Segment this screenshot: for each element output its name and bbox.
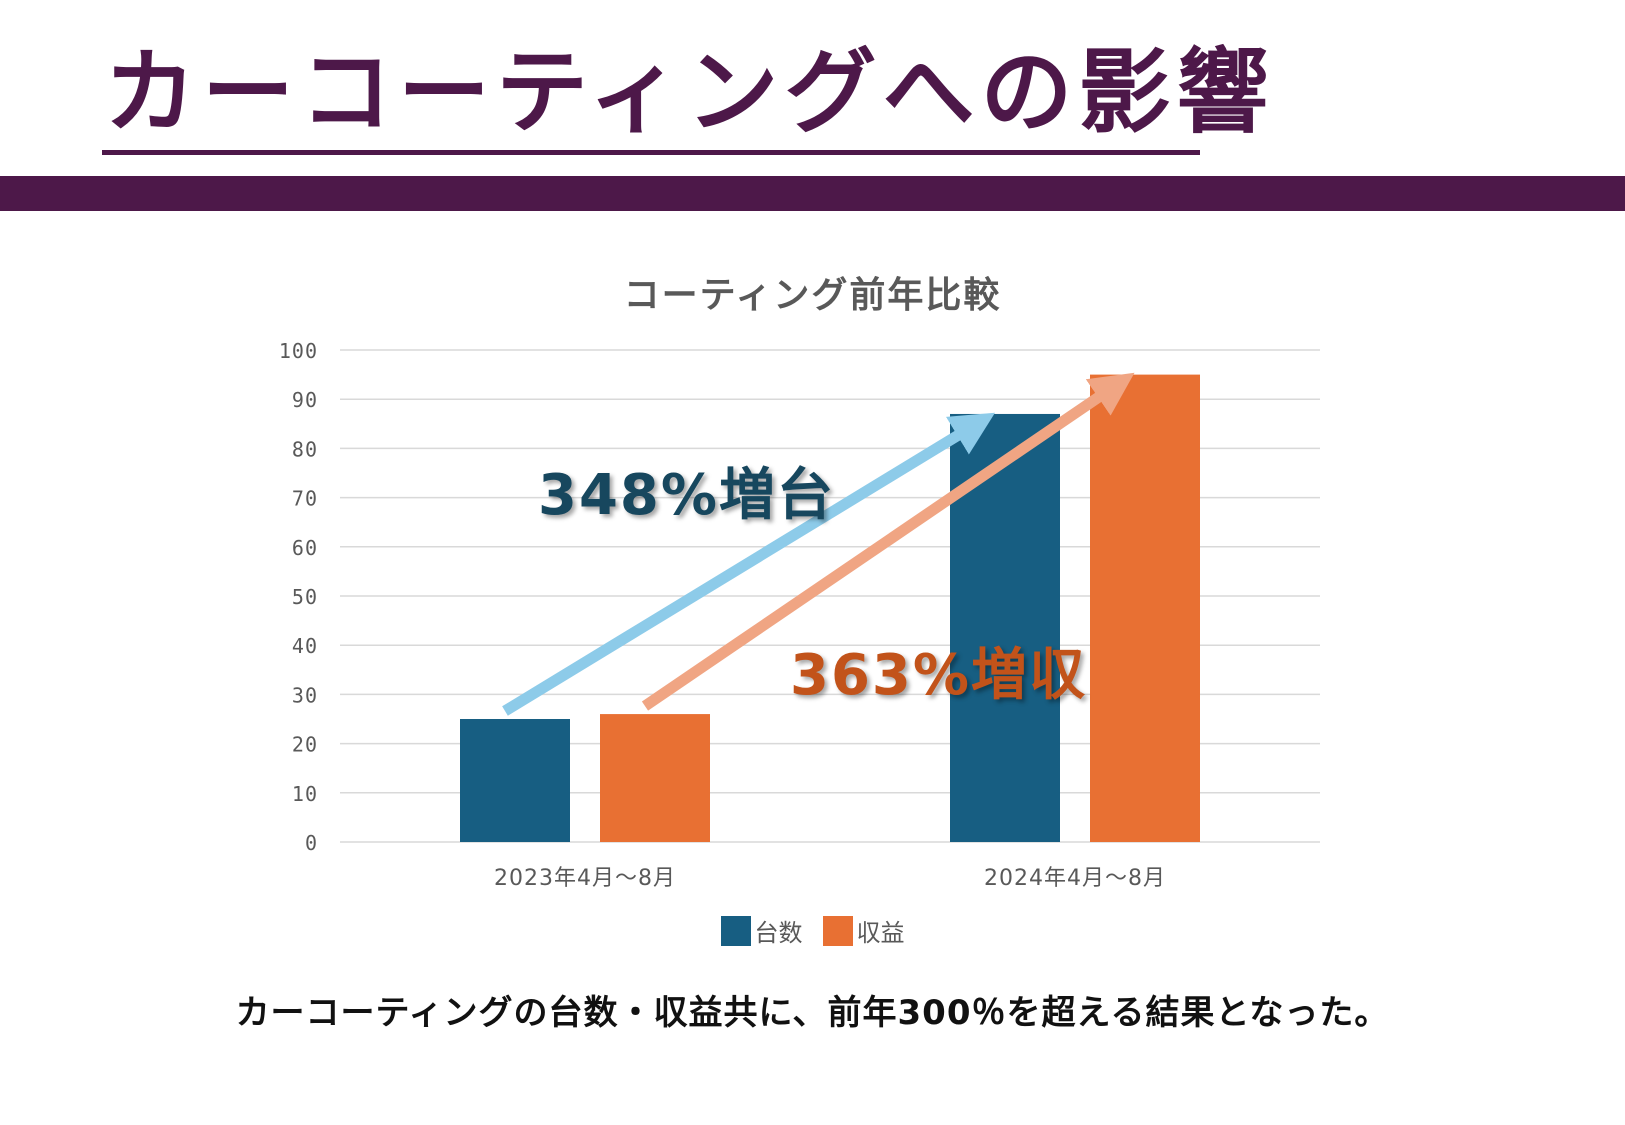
y-tick-label: 60	[292, 536, 318, 560]
bar-revenue-1	[1090, 374, 1200, 842]
bar-revenue-0	[600, 714, 710, 842]
trend-arrows	[502, 372, 1135, 716]
chart-title: コーティング前年比較	[623, 275, 1002, 316]
y-tick-label: 50	[292, 585, 318, 609]
title-bar	[0, 176, 1625, 211]
trend-arrow-revenue	[641, 372, 1135, 711]
y-axis-ticks: 0 10 20 30 40 50 60 70 80 90 100	[279, 339, 318, 855]
y-tick-label: 40	[292, 634, 318, 658]
title-underline	[102, 150, 1200, 155]
chart: 0 10 20 30 40 50 60 70 80 90 100 2023年4月～8月 2024年4月…	[0, 230, 1625, 960]
y-tick-label: 0	[305, 831, 318, 855]
y-tick-label: 90	[292, 388, 318, 412]
x-tick-label: 2023年4月～8月	[494, 866, 676, 891]
legend-swatch-units	[720, 915, 751, 946]
legend-swatch-revenue	[822, 915, 853, 946]
bars	[460, 374, 1200, 842]
legend-item-units: 台数	[720, 913, 803, 948]
y-tick-label: 10	[292, 782, 318, 806]
y-tick-label: 30	[292, 683, 318, 707]
slide-title: カーコーティングへの影響	[104, 39, 1275, 146]
summary-text: カーコーティングの台数・収益共に、前年300％を超える結果となった。	[235, 993, 1390, 1033]
chart-canvas: 0 10 20 30 40 50 60 70 80 90 100 2023年4月～8月 2024年4月…	[279, 339, 1320, 891]
y-tick-label: 70	[292, 487, 318, 511]
legend-label-units: 台数	[754, 919, 803, 947]
legend-item-revenue: 収益	[822, 913, 905, 948]
bar-units-0	[460, 719, 570, 842]
bar-units-1	[950, 413, 1060, 842]
legend-label-revenue: 収益	[856, 919, 905, 947]
callout-units-growth: 348%増台	[538, 463, 836, 528]
trend-arrow-units	[502, 412, 996, 716]
y-tick-label: 100	[279, 339, 318, 363]
callout-revenue-growth: 363%増収	[790, 643, 1088, 708]
legend: 台数 収益	[0, 913, 1625, 948]
x-tick-label: 2024年4月～8月	[984, 866, 1166, 891]
y-tick-label: 20	[292, 733, 318, 757]
y-tick-label: 80	[292, 437, 318, 461]
x-axis-labels: 2023年4月～8月 2024年4月～8月	[494, 866, 1166, 891]
